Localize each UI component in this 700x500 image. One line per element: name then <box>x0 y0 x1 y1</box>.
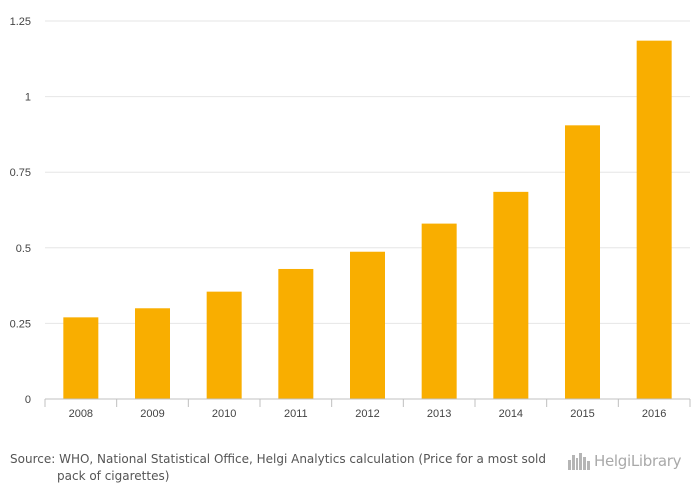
x-tick-label: 2008 <box>69 408 93 420</box>
logo-text: HelgiLibrary <box>594 452 682 470</box>
y-tick-label: 0.75 <box>10 167 31 179</box>
x-tick-label: 2015 <box>570 408 594 420</box>
y-tick-label: 1.25 <box>10 16 31 28</box>
y-tick-label: 0.5 <box>16 243 31 255</box>
y-axis: 0 0.25 0.5 0.75 1 1.25 <box>10 16 31 406</box>
x-tick-label: 2016 <box>642 408 666 420</box>
y-tick-label: 1 <box>25 92 31 104</box>
bar-2015[interactable] <box>565 125 600 399</box>
x-tick-label: 2013 <box>427 408 451 420</box>
x-tick-label: 2010 <box>212 408 236 420</box>
helgi-library-logo[interactable]: HelgiLibrary <box>567 450 682 472</box>
x-tick-label: 2014 <box>499 408 523 420</box>
bar-2008[interactable] <box>63 317 99 399</box>
bar-2016[interactable] <box>636 40 672 399</box>
bar-2010[interactable] <box>206 291 242 399</box>
city-skyline-icon <box>568 453 590 470</box>
source-note: Source: WHO, National Statistical Office… <box>10 452 547 483</box>
x-tick-label: 2012 <box>355 408 379 420</box>
bar-2009[interactable] <box>135 308 170 399</box>
x-axis: 2008 2009 2010 2011 2012 2013 2014 2015 2016 <box>44 399 691 420</box>
x-tick-label: 2011 <box>284 408 308 420</box>
y-tick-label: 0 <box>25 394 31 406</box>
x-tick-label: 2009 <box>140 408 164 420</box>
bar-2011[interactable] <box>278 268 314 399</box>
bar-2012[interactable] <box>350 251 385 399</box>
bar-2013[interactable] <box>421 223 457 399</box>
y-tick-label: 0.25 <box>10 318 31 330</box>
bars <box>63 40 672 399</box>
bar-2014[interactable] <box>493 191 529 399</box>
